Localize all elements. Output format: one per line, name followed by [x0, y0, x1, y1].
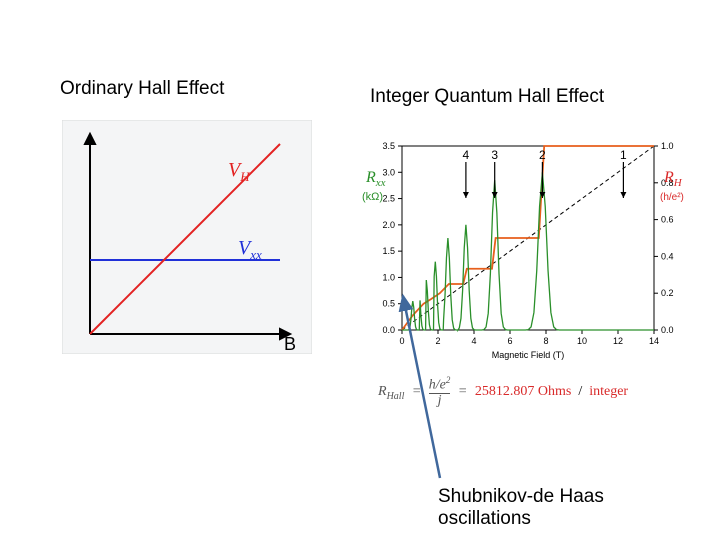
svg-text:0.2: 0.2	[661, 288, 674, 298]
svg-text:0.5: 0.5	[382, 299, 395, 309]
svg-text:2.5: 2.5	[382, 194, 395, 204]
svg-text:3.0: 3.0	[382, 167, 395, 177]
shubnikov-caption: Shubnikov-de Haas oscillations	[438, 486, 604, 530]
caption-line1: Shubnikov-de Haas	[438, 486, 604, 508]
svg-text:10: 10	[577, 336, 587, 346]
left-title: Ordinary Hall Effect	[60, 78, 224, 100]
svg-text:1.0: 1.0	[382, 272, 395, 282]
svg-text:1: 1	[620, 148, 627, 162]
svg-text:3: 3	[491, 148, 498, 162]
svg-text:0: 0	[399, 336, 404, 346]
svg-text:(h/e²): (h/e²)	[660, 192, 684, 203]
svg-text:0.6: 0.6	[661, 215, 674, 225]
svg-text:12: 12	[613, 336, 623, 346]
right-title: Integer Quantum Hall Effect	[370, 86, 604, 108]
svg-text:(kΩ): (kΩ)	[362, 191, 383, 203]
svg-text:6: 6	[507, 336, 512, 346]
svg-text:8: 8	[543, 336, 548, 346]
svg-text:4: 4	[471, 336, 476, 346]
svg-text:14: 14	[649, 336, 659, 346]
caption-line2: oscillations	[438, 508, 604, 530]
iqhe-plot: 024681012140.00.51.01.52.02.53.03.50.00.…	[358, 134, 688, 370]
hall-formula: RHall = h/e2 j = 25812.807 Ohms / intege…	[378, 376, 628, 408]
svg-text:4: 4	[463, 148, 470, 162]
svg-text:2.0: 2.0	[382, 220, 395, 230]
svg-text:0.0: 0.0	[382, 325, 395, 335]
svg-text:0.0: 0.0	[661, 325, 674, 335]
x-axis-label-left: B	[284, 334, 296, 354]
svg-text:2: 2	[539, 148, 546, 162]
svg-text:1.5: 1.5	[382, 246, 395, 256]
svg-text:2: 2	[435, 336, 440, 346]
svg-text:3.5: 3.5	[382, 141, 395, 151]
svg-text:0.4: 0.4	[661, 251, 674, 261]
svg-text:1.0: 1.0	[661, 141, 674, 151]
svg-text:Magnetic Field (T): Magnetic Field (T)	[492, 350, 565, 360]
ordinary-hall-plot: VH Vxx B	[62, 120, 312, 354]
